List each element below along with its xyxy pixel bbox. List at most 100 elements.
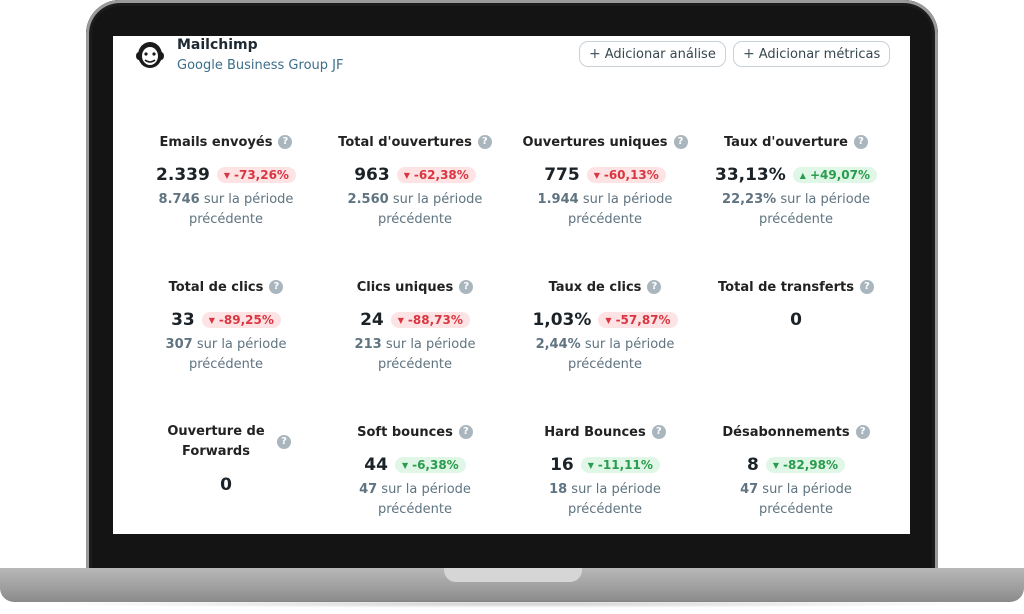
previous-value: 8.746: [158, 192, 200, 207]
metric-card: Total d'ouvertures? 963 ▼ -62,38% 2.560 sur …: [320, 132, 510, 230]
metric-title-text: Total de transferts: [718, 279, 854, 295]
metric-title: Hard Bounces?: [510, 422, 700, 442]
previous-value: 22,23%: [722, 192, 777, 207]
mailchimp-logo-icon: [136, 42, 164, 68]
arrow-up-icon: ▲: [799, 170, 806, 180]
arrow-down-icon: ▼: [772, 460, 780, 470]
metric-title-text: Taux de clics: [548, 279, 642, 295]
metric-title-text: Désabonnements: [722, 424, 850, 440]
previous-period-text: 213 sur la période précédente: [320, 335, 510, 375]
previous-period-text: 307 sur la période précédente: [131, 335, 321, 375]
question-icon[interactable]: ?: [277, 435, 291, 449]
metric-title: Total de transferts?: [701, 277, 891, 297]
change-badge: ▼ -57,87%: [598, 312, 678, 328]
previous-period-text: 2,44% sur la période précédente: [510, 335, 700, 375]
arrow-down-icon: ▼: [223, 170, 230, 180]
question-icon[interactable]: ?: [859, 280, 874, 294]
metric-value: 44: [364, 455, 388, 475]
metric-value: 2.339: [156, 165, 210, 185]
metric-value-row: 1,03% ▼ -57,87%: [510, 309, 700, 331]
question-icon[interactable]: ?: [651, 425, 666, 439]
previous-suffix: sur la période: [392, 192, 483, 207]
previous-suffix: sur la période: [584, 337, 675, 352]
metric-value: 963: [354, 165, 390, 185]
metric-value-row: 33,13% ▲ +49,07%: [701, 164, 891, 186]
metric-card: Taux d'ouverture? 33,13% ▲ +49,07% 22,23% su…: [701, 132, 891, 230]
arrow-down-icon: ▼: [593, 170, 600, 180]
change-value: -6,38%: [412, 458, 459, 472]
app-subtitle: Google Business Group JF: [177, 58, 344, 73]
question-icon[interactable]: ?: [855, 425, 870, 439]
previous-suffix-2: précédente: [567, 357, 643, 372]
change-badge: ▼ -6,38%: [394, 457, 466, 473]
metric-value: 33: [171, 310, 195, 330]
arrow-down-icon: ▼: [397, 315, 404, 325]
previous-period-text: 2.560 sur la période précédente: [320, 190, 510, 230]
change-badge: ▼ -60,13%: [586, 167, 666, 183]
previous-value: 47: [740, 482, 759, 497]
metric-value-row: 0: [131, 474, 321, 496]
previous-suffix: sur la période: [203, 192, 294, 207]
metric-title: Ouverture de Forwards?: [131, 422, 321, 462]
metric-value: 24: [360, 310, 384, 330]
previous-period-text: 22,23% sur la période précédente: [701, 190, 891, 230]
laptop-shadow: [30, 600, 994, 608]
metric-value-row: 33 ▼ -89,25%: [131, 309, 321, 331]
arrow-down-icon: ▼: [587, 460, 594, 470]
previous-suffix-2: précédente: [567, 212, 643, 227]
metric-title: Taux de clics?: [510, 277, 700, 297]
metric-value: 8: [747, 455, 759, 475]
question-icon[interactable]: ?: [647, 280, 662, 294]
previous-suffix: sur la période: [571, 482, 661, 497]
previous-suffix: sur la période: [196, 337, 287, 352]
metric-title: Soft bounces?: [320, 422, 510, 442]
question-icon[interactable]: ?: [458, 425, 473, 439]
previous-period-text: 1.944 sur la période précédente: [510, 190, 700, 230]
question-icon[interactable]: ?: [278, 135, 293, 149]
metric-value-row: 8 ▼ -82,98%: [701, 454, 891, 476]
previous-suffix-2: précédente: [567, 502, 643, 517]
add-analysis-button[interactable]: + Adicionar análise: [579, 41, 726, 67]
metric-title-text: Total de clics: [168, 279, 264, 295]
metric-value: 16: [550, 455, 574, 475]
laptop-notch: [444, 568, 582, 582]
arrow-down-icon: ▼: [208, 315, 215, 325]
metric-title-text: Total d'ouvertures: [338, 134, 472, 150]
change-value: -73,26%: [233, 168, 289, 182]
metric-card: Hard Bounces? 16 ▼ -11,11% 18 sur la période…: [510, 422, 700, 520]
metric-title: Emails envoyés?: [131, 132, 321, 152]
previous-value: 18: [549, 482, 568, 497]
question-icon[interactable]: ?: [269, 280, 284, 294]
change-value: -60,13%: [603, 168, 659, 182]
previous-value: 1.944: [537, 192, 579, 207]
metric-value-row: 24 ▼ -88,73%: [320, 309, 510, 331]
previous-period-text: 47 sur la période précédente: [701, 480, 891, 520]
question-icon[interactable]: ?: [854, 135, 868, 149]
plus-icon: +: [743, 46, 755, 62]
metric-value-row: 963 ▼ -62,38%: [320, 164, 510, 186]
metric-card: Total de clics? 33 ▼ -89,25% 307 sur la péri…: [131, 277, 321, 375]
metric-title-text: Taux d'ouverture: [723, 134, 848, 150]
metric-value: 33,13%: [714, 165, 786, 185]
previous-suffix-2: précédente: [377, 212, 453, 227]
add-metrics-label: Adicionar métricas: [758, 46, 881, 62]
previous-value: 2.560: [347, 192, 389, 207]
metric-card: Ouvertures uniques? 775 ▼ -60,13% 1.944 sur …: [510, 132, 700, 230]
add-metrics-button[interactable]: + Adicionar métricas: [733, 41, 891, 67]
change-badge: ▼ -62,38%: [396, 167, 476, 183]
question-icon[interactable]: ?: [477, 135, 492, 149]
arrow-down-icon: ▼: [403, 170, 410, 180]
metric-title: Clics uniques?: [320, 277, 510, 297]
change-badge: ▼ -11,11%: [580, 457, 660, 473]
metric-title: Taux d'ouverture?: [701, 132, 891, 152]
dashboard-header: Mailchimp Google Business Group JF + Adi…: [113, 36, 910, 96]
question-icon[interactable]: ?: [673, 135, 688, 149]
metric-title-text: Hard Bounces: [544, 424, 646, 440]
metric-title-text: Emails envoyés: [159, 134, 273, 150]
previous-value: 213: [354, 337, 382, 352]
previous-suffix: sur la période: [780, 192, 870, 207]
question-icon[interactable]: ?: [459, 280, 474, 294]
change-value: -88,73%: [407, 313, 463, 327]
change-badge: ▼ -89,25%: [201, 312, 281, 328]
change-value: -11,11%: [597, 458, 653, 472]
